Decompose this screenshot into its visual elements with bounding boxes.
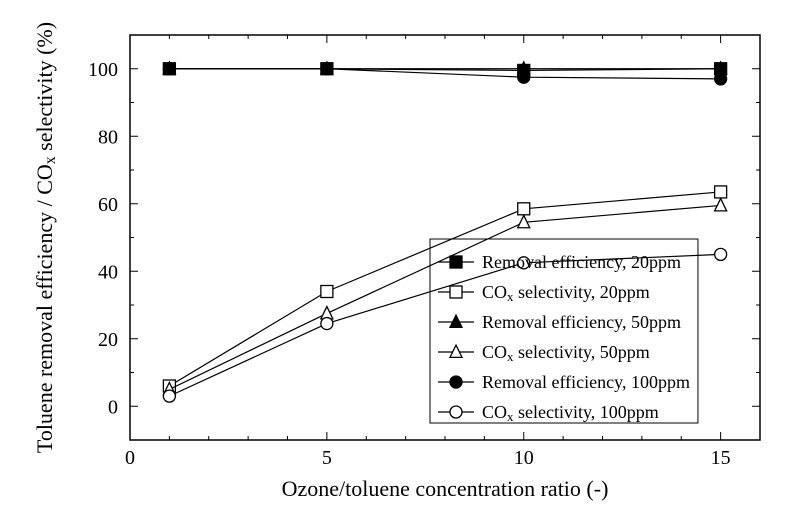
y-tick-label: 0 bbox=[108, 396, 118, 418]
chart-svg: 0 5 10 15 0 20 40 60 80 100 Ozone/toluene concentr… bbox=[0, 0, 806, 526]
chart-container: 0 5 10 15 0 20 40 60 80 100 Ozone/toluene concentr… bbox=[0, 0, 806, 526]
marker bbox=[321, 286, 333, 298]
marker bbox=[450, 376, 462, 388]
marker bbox=[518, 71, 530, 83]
x-tick-label: 0 bbox=[125, 447, 135, 469]
y-tick-label: 60 bbox=[98, 194, 118, 216]
marker bbox=[450, 286, 462, 298]
y-tick-label: 100 bbox=[88, 59, 118, 81]
legend-label: Removal efficiency, 100ppm bbox=[482, 372, 690, 392]
marker bbox=[163, 390, 175, 402]
marker bbox=[715, 186, 727, 198]
x-tick-label: 10 bbox=[514, 447, 534, 469]
marker bbox=[715, 73, 727, 85]
marker bbox=[163, 63, 175, 75]
x-tick-label: 15 bbox=[711, 447, 731, 469]
marker bbox=[450, 256, 462, 268]
marker bbox=[321, 63, 333, 75]
legend-label: Removal efficiency, 50ppm bbox=[482, 312, 681, 332]
y-axis-label: Toluene removal efficiency / COx selecti… bbox=[32, 22, 59, 453]
marker bbox=[715, 248, 727, 260]
marker bbox=[321, 318, 333, 330]
y-tick-label: 40 bbox=[98, 261, 118, 283]
x-tick-label: 5 bbox=[322, 447, 332, 469]
y-tick-label: 80 bbox=[98, 126, 118, 148]
y-tick-label: 20 bbox=[98, 329, 118, 351]
legend-label: Removal efficiency, 20ppm bbox=[482, 252, 681, 272]
marker bbox=[450, 406, 462, 418]
x-axis-label: Ozone/toluene concentration ratio (-) bbox=[282, 476, 609, 501]
marker bbox=[518, 203, 530, 215]
